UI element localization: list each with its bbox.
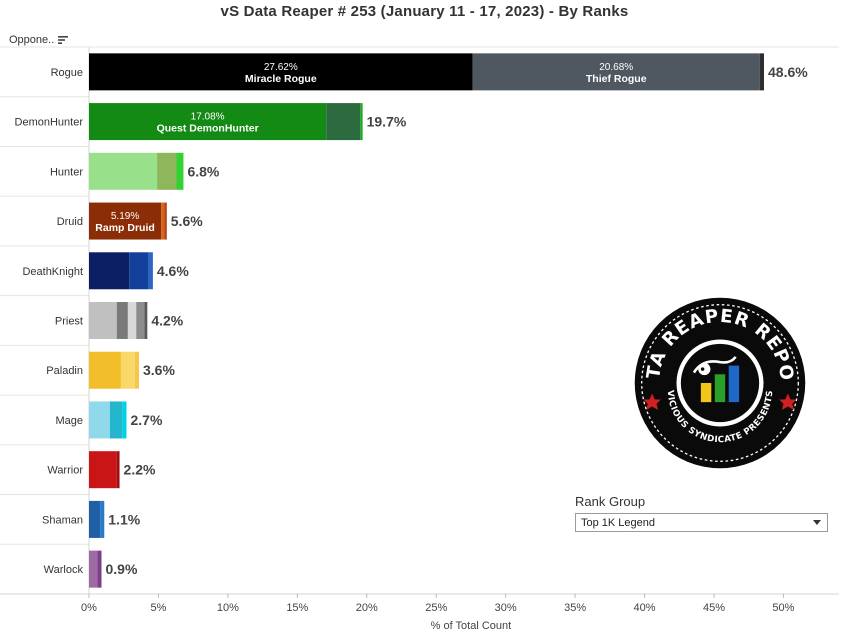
bar-segment (89, 500, 101, 538)
segment-percent-label: 20.68% (599, 62, 633, 73)
bar-segment (89, 550, 98, 588)
segment-percent-label: 27.62% (264, 62, 298, 73)
rank-group-dropdown[interactable]: Top 1K Legend (575, 513, 828, 532)
bar-segment (120, 351, 135, 389)
x-tick-label: 15% (286, 602, 308, 614)
data-reaper-report-logo: DATA REAPER REPORT VICIOUS SYNDICATE PRE… (633, 296, 806, 469)
bar-segment (472, 53, 760, 91)
bar-total-label: 0.9% (106, 561, 138, 577)
bar-segment (759, 53, 764, 91)
bar-segment (89, 451, 117, 489)
x-tick-label: 50% (772, 602, 794, 614)
bar-segment (116, 451, 120, 489)
bar-total-label: 1.1% (108, 511, 140, 527)
category-label-priest: Priest (55, 316, 83, 328)
segment-archetype-label: Quest DemonHunter (157, 123, 259, 135)
bar-segment (109, 401, 123, 439)
bar-total-label: 2.7% (131, 412, 163, 428)
page-title: vS Data Reaper # 253 (January 11 - 17, 2… (220, 3, 629, 20)
category-label-hunter: Hunter (50, 166, 83, 178)
bar-segment (148, 252, 153, 290)
bar-segment (326, 103, 361, 141)
category-label-paladin: Paladin (46, 365, 83, 377)
category-label-shaman: Shaman (42, 514, 83, 526)
bar-segment (122, 401, 127, 439)
bar-segment (176, 152, 184, 190)
bar-segment (100, 500, 105, 538)
x-tick-label: 35% (564, 602, 586, 614)
chevron-down-icon[interactable] (813, 520, 821, 525)
category-label-mage: Mage (55, 415, 83, 427)
rank-group-filter: Rank Group Top 1K Legend (575, 494, 828, 532)
bar-total-label: 6.8% (187, 163, 219, 179)
bar-total-label: 19.7% (367, 114, 407, 130)
bar-segment (89, 302, 117, 339)
bar-segment (89, 401, 110, 439)
sort-header-label: Oppone.. (9, 34, 55, 46)
segment-archetype-label: Ramp Druid (95, 222, 155, 234)
category-label-warrior: Warrior (47, 465, 83, 477)
category-label-rogue: Rogue (51, 67, 83, 79)
bar-segment (89, 202, 162, 240)
bar-segment (89, 252, 130, 290)
bar-segment (157, 152, 177, 190)
category-label-demonhunter: DemonHunter (15, 117, 84, 129)
bar-segment (89, 152, 158, 190)
x-tick-label: 30% (495, 602, 517, 614)
x-tick-label: 20% (356, 602, 378, 614)
bar-segment (89, 53, 473, 91)
x-axis-title: % of Total Count (431, 620, 512, 632)
bar-segment (360, 103, 363, 141)
bar-segment (134, 351, 139, 389)
bar-total-label: 3.6% (143, 362, 175, 378)
bar-segment (89, 103, 327, 141)
bar-total-label: 5.6% (171, 213, 203, 229)
bar-segment (89, 351, 121, 389)
rank-group-title: Rank Group (575, 494, 646, 509)
sort-descending-icon[interactable] (57, 35, 69, 45)
bar-segment (127, 302, 137, 339)
opponent-sort-header[interactable]: Oppone.. (9, 34, 69, 46)
x-tick-label: 0% (81, 602, 97, 614)
bar-segment (97, 550, 102, 588)
x-tick-label: 40% (634, 602, 656, 614)
bar-segment (136, 302, 145, 339)
x-tick-label: 45% (703, 602, 725, 614)
bar-total-label: 48.6% (768, 64, 808, 80)
segment-archetype-label: Miracle Rogue (245, 73, 317, 85)
bar-segment (116, 302, 128, 339)
bar-total-label: 4.2% (151, 313, 183, 329)
x-tick-label: 5% (150, 602, 166, 614)
category-label-druid: Druid (57, 216, 83, 228)
bar-total-label: 2.2% (124, 462, 156, 478)
bar-segment (161, 202, 165, 240)
category-label-warlock: Warlock (44, 564, 84, 576)
rank-group-selected: Top 1K Legend (581, 517, 656, 529)
bar-segment (144, 302, 148, 339)
bar-segment (129, 252, 149, 290)
x-tick-label: 25% (425, 602, 447, 614)
bar-segment (164, 202, 167, 240)
category-label-deathknight: DeathKnight (22, 266, 83, 278)
segment-percent-label: 17.08% (191, 112, 225, 123)
segment-archetype-label: Thief Rogue (586, 73, 647, 85)
segment-percent-label: 5.19% (111, 211, 139, 222)
bar-total-label: 4.6% (157, 263, 189, 279)
x-tick-label: 10% (217, 602, 239, 614)
